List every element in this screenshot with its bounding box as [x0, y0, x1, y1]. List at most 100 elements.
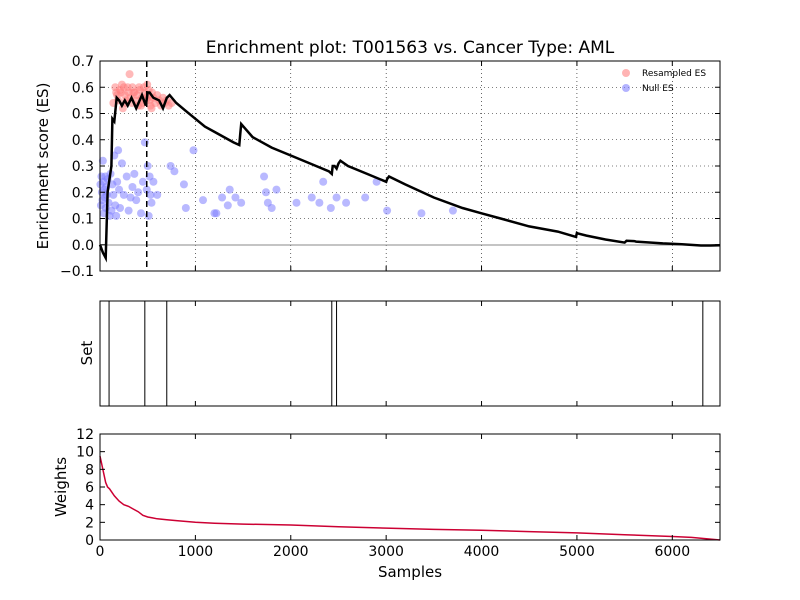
legend-marker-null: [622, 84, 630, 92]
null-es-point: [179, 180, 188, 189]
weights-x-tick-label: 0: [96, 544, 105, 560]
null-es-point: [113, 177, 122, 186]
resampled-es-point: [112, 88, 121, 97]
es-y-tick-label: 0.1: [72, 212, 94, 228]
weights-y-tick-label: 4: [85, 498, 94, 514]
null-es-point: [138, 177, 147, 186]
es-panel: −0.1 0.0 0.1 0.2 0.3 0.4 0.5 0.6 0.7 Enrichment …: [34, 54, 721, 280]
es-y-tick-label: 0.5: [72, 107, 94, 123]
weights-y-tick-label: 12: [76, 427, 94, 443]
null-es-point: [128, 183, 137, 191]
null-es-point: [218, 193, 227, 202]
null-es-point: [134, 188, 143, 197]
x-axis-label: Samples: [378, 563, 442, 581]
null-es-point: [272, 185, 281, 194]
null-es-point: [332, 193, 341, 202]
set-axes-frame: [99, 300, 721, 407]
null-es-point: [114, 146, 123, 155]
null-es-point: [143, 162, 152, 170]
weights-y-tick-label: 10: [76, 445, 94, 461]
weights-x-tick-label: 3000: [368, 544, 404, 560]
null-es-point: [109, 190, 118, 199]
set-panel: Set: [78, 300, 721, 407]
weights-y-tick-label: 2: [85, 515, 94, 531]
null-es-point: [326, 204, 335, 212]
null-es-point: [119, 190, 128, 199]
null-es-point: [170, 167, 179, 176]
es-y-tick-label: 0.2: [72, 185, 94, 201]
es-curve: [98, 91, 721, 263]
null-es-point: [147, 198, 156, 207]
null-es-point: [342, 198, 351, 207]
resampled-es-point: [135, 83, 144, 92]
weights-y-tick-label: 8: [85, 462, 94, 478]
null-es-point: [307, 193, 316, 202]
null-es-point: [112, 211, 121, 220]
resampled-es-point: [147, 104, 156, 113]
chart-title: Enrichment plot: T001563 vs. Cancer Type…: [206, 38, 615, 58]
null-es-point: [315, 198, 324, 207]
null-es-point: [417, 209, 426, 218]
weights-curve: [99, 455, 721, 541]
null-es-point: [140, 138, 149, 147]
null-es-point: [124, 206, 133, 215]
weights-y-tick-label: 6: [85, 480, 94, 496]
resampled-es-point: [117, 80, 126, 89]
null-es-point: [261, 188, 270, 197]
null-es-point: [181, 204, 190, 212]
null-es-point: [153, 190, 162, 199]
null-es-point: [149, 177, 158, 186]
weights-x-tick-label: 2000: [273, 544, 309, 560]
null-es-point: [117, 159, 126, 168]
null-es-point: [144, 211, 153, 220]
es-y-tick-label: 0.0: [72, 238, 94, 254]
legend-marker-resampled: [622, 69, 630, 77]
null-es-point: [189, 146, 198, 155]
es-y-tick-label: 0.6: [72, 80, 94, 96]
weights-x-tick-label: 1000: [178, 544, 214, 560]
es-y-tick-label: −0.1: [60, 264, 94, 280]
weights-x-ticks: 0 1000 2000 3000 4000 5000 6000: [96, 434, 690, 560]
es-y-ticks: −0.1 0.0 0.1 0.2 0.3 0.4 0.5 0.6 0.7: [60, 54, 720, 280]
resampled-es-point: [129, 88, 138, 97]
set-y-axis-label: Set: [78, 341, 96, 366]
null-es-point: [212, 209, 221, 218]
es-x-ticks: [99, 61, 673, 271]
null-es-point: [199, 196, 208, 205]
null-es-point: [267, 204, 276, 212]
es-y-tick-label: 0.4: [72, 133, 94, 149]
null-es-point: [260, 172, 269, 181]
weights-x-tick-label: 6000: [654, 544, 690, 560]
null-es-point: [361, 193, 370, 202]
null-es-point: [116, 204, 125, 212]
legend-label-null: Null ES: [642, 84, 674, 94]
es-y-tick-label: 0.3: [72, 159, 94, 175]
null-es-point: [146, 190, 155, 199]
null-es-point: [132, 196, 141, 205]
weights-x-tick-label: 5000: [559, 544, 595, 560]
null-es-point: [115, 185, 124, 194]
es-y-tick-label: 0.7: [72, 54, 94, 70]
legend: Resampled ES Null ES: [622, 69, 706, 94]
null-es-point: [448, 206, 457, 215]
null-es-point: [292, 198, 301, 207]
null-es-point: [98, 156, 107, 165]
null-es-point: [319, 177, 328, 186]
null-es-point: [122, 172, 131, 181]
null-es-point: [225, 185, 234, 194]
weights-y-axis-label: Weights: [52, 457, 70, 517]
weights-x-tick-label: 4000: [464, 544, 500, 560]
null-es-point: [137, 209, 146, 218]
set-hit-lines: [108, 301, 704, 406]
set-x-ticks: [99, 301, 673, 406]
null-es-point: [223, 201, 232, 210]
legend-label-resampled: Resampled ES: [642, 69, 706, 79]
null-es-point: [237, 198, 246, 207]
resampled-es-point: [125, 70, 134, 79]
weights-y-ticks: 0 24 6 810 12: [76, 427, 720, 549]
weights-y-tick-label: 0: [85, 533, 94, 549]
es-y-axis-label: Enrichment score (ES): [34, 83, 52, 250]
null-es-point: [130, 169, 139, 178]
